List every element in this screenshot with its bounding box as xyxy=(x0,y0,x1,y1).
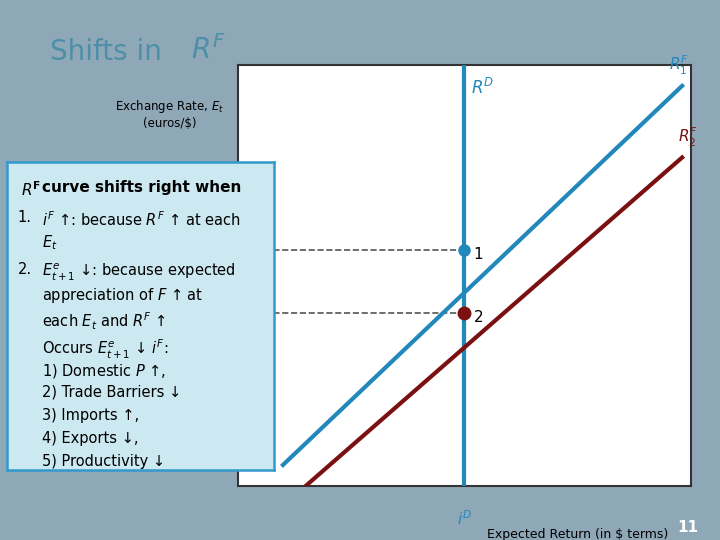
Text: 11: 11 xyxy=(678,519,698,535)
Text: each $\mathit{E}_t$ and $\mathit{R}^F$ ↑: each $\mathit{E}_t$ and $\mathit{R}^F$ ↑ xyxy=(42,310,166,332)
Text: 2) Trade Barriers ↓: 2) Trade Barriers ↓ xyxy=(42,385,181,400)
Text: $\mathit{i}^F$ ↑: because $\mathit{R}^F$ ↑ at each: $\mathit{i}^F$ ↑: because $\mathit{R}^F$… xyxy=(42,210,240,229)
Text: Occurs $\mathit{E}^e_{t+1}$ ↓ $\mathit{i}^F$:: Occurs $\mathit{E}^e_{t+1}$ ↓ $\mathit{i… xyxy=(42,338,168,361)
Text: $R_1^F$: $R_1^F$ xyxy=(668,54,688,77)
Text: $R_2^F$: $R_2^F$ xyxy=(678,126,698,149)
Text: 1) Domestic $\mathit{P}$ ↑,: 1) Domestic $\mathit{P}$ ↑, xyxy=(42,362,166,380)
Text: 2.: 2. xyxy=(18,262,32,276)
Text: 3) Imports ↑,: 3) Imports ↑, xyxy=(42,408,139,423)
Text: Exchange Rate, $E_t$
(euros/$): Exchange Rate, $E_t$ (euros/$) xyxy=(115,98,224,131)
Text: $\mathit{R}^F$: $\mathit{R}^F$ xyxy=(191,35,225,65)
Text: $E_1$: $E_1$ xyxy=(209,241,226,260)
Text: Shifts in: Shifts in xyxy=(50,38,171,66)
Text: $\mathit{E}^e_{t+1}$ ↓: because expected: $\mathit{E}^e_{t+1}$ ↓: because expected xyxy=(42,262,235,283)
Text: 1: 1 xyxy=(474,247,483,262)
Text: $R^D$: $R^D$ xyxy=(471,77,495,98)
Text: appreciation of $\mathit{F}$ ↑ at: appreciation of $\mathit{F}$ ↑ at xyxy=(42,286,203,305)
Text: 2: 2 xyxy=(474,310,483,325)
Text: $i^D$: $i^D$ xyxy=(457,509,472,528)
Text: 5) Productivity ↓: 5) Productivity ↓ xyxy=(42,454,165,469)
Text: $E_2$: $E_2$ xyxy=(209,304,226,323)
Text: 4) Exports ↓,: 4) Exports ↓, xyxy=(42,431,138,446)
Text: Expected Return (in $ terms): Expected Return (in $ terms) xyxy=(487,528,668,540)
Text: $\mathbf{\mathit{R}^F}$: $\mathbf{\mathit{R}^F}$ xyxy=(21,180,40,199)
Text: curve shifts right when: curve shifts right when xyxy=(42,180,241,195)
Text: 1.: 1. xyxy=(18,210,32,225)
Text: $\mathit{E}_t$: $\mathit{E}_t$ xyxy=(42,233,58,252)
